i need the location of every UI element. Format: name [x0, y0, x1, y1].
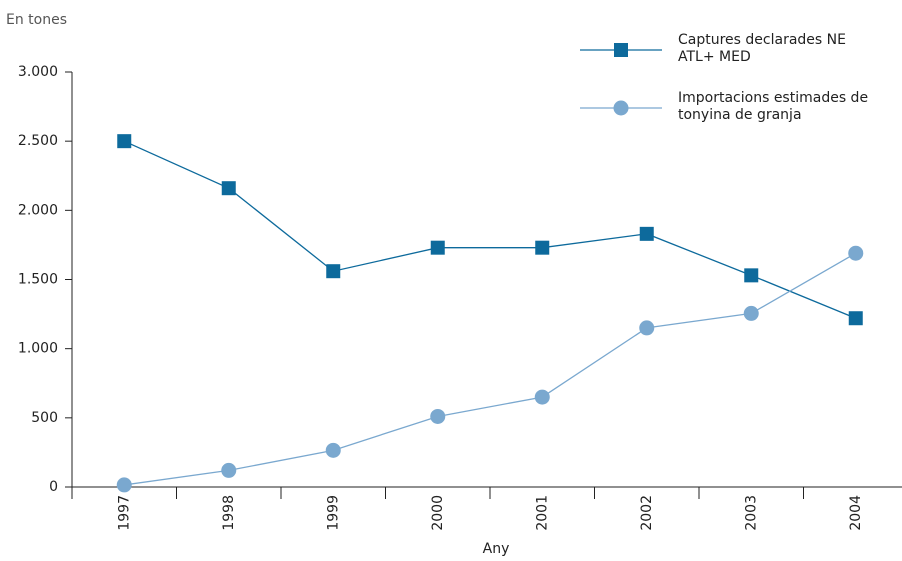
data-point	[848, 245, 864, 261]
legend-marker	[613, 100, 629, 116]
y-tick-label: 500	[31, 410, 58, 426]
x-tick-label: 1998	[221, 495, 237, 531]
data-point	[221, 462, 237, 478]
data-point	[325, 442, 341, 458]
data-point	[534, 389, 550, 405]
data-point	[848, 311, 863, 326]
x-tick-label: 2003	[743, 495, 759, 531]
data-point	[639, 320, 655, 336]
series-line	[124, 252, 857, 486]
x-tick-label: 2002	[639, 495, 655, 531]
x-tick-label: 2000	[430, 495, 446, 531]
data-point	[117, 134, 132, 149]
data-point	[430, 240, 445, 255]
series-line	[123, 140, 856, 319]
data-point	[326, 264, 341, 279]
y-tick-label: 0	[49, 479, 58, 495]
legend-label: Importacions estimades de tonyina de gra…	[678, 90, 869, 123]
data-point	[639, 226, 654, 241]
legend-label: Captures declarades NE ATL+ MED	[678, 32, 846, 65]
x-tick-label: 2001	[534, 495, 550, 531]
y-tick-label: 1.500	[18, 272, 58, 288]
data-point	[744, 268, 759, 283]
y-tick-label: 2.000	[18, 202, 58, 218]
data-point	[535, 240, 550, 255]
data-point	[430, 408, 446, 424]
x-tick-label: 1997	[116, 495, 132, 531]
data-point	[221, 181, 236, 196]
legend-marker	[614, 43, 628, 57]
y-tick-label: 2.500	[18, 133, 58, 149]
x-tick-label: 1999	[325, 495, 341, 531]
x-axis-label: Any	[483, 541, 510, 557]
y-tick-label: 3.000	[18, 64, 58, 80]
legend-item: Captures declarades NE ATL+ MED	[678, 32, 846, 65]
data-point	[116, 477, 132, 493]
data-point	[743, 305, 759, 321]
legend-item: Importacions estimades de tonyina de gra…	[678, 90, 869, 123]
x-tick-label: 2004	[848, 495, 864, 531]
y-tick-label: 1.000	[18, 341, 58, 357]
y-axis-label: En tones	[6, 12, 67, 28]
